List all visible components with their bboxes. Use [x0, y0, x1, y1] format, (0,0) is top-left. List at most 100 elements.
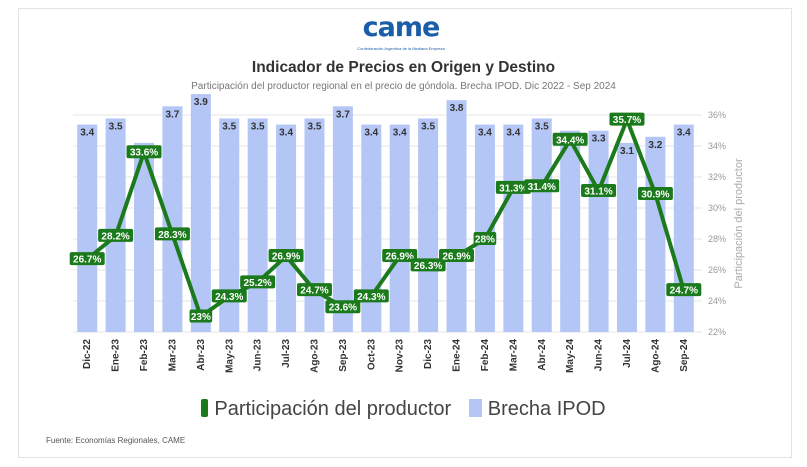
- x-tick-label: Abr-23: [196, 339, 207, 371]
- x-tick-label: May-24: [565, 339, 576, 373]
- point-label: 26.3%: [414, 261, 442, 272]
- bar[interactable]: [304, 118, 325, 333]
- y2-axis-title: Participación del productor: [733, 158, 745, 289]
- x-tick-label: Abr-24: [537, 339, 548, 371]
- bar[interactable]: [673, 124, 694, 332]
- point-label: 34.4%: [556, 135, 584, 146]
- bar[interactable]: [276, 124, 297, 332]
- x-tick-label: Sep-23: [338, 339, 349, 372]
- bar-value-label: 3.4: [364, 128, 378, 139]
- bar[interactable]: [247, 118, 268, 333]
- bar[interactable]: [474, 124, 495, 332]
- point-label: 28.2%: [101, 231, 129, 242]
- point-label: 23.6%: [329, 303, 357, 314]
- bar[interactable]: [616, 142, 637, 332]
- point-label-bg: [495, 180, 531, 194]
- x-tick-label: Nov-23: [395, 339, 406, 373]
- bar[interactable]: [190, 94, 211, 332]
- point-label-bg: [69, 252, 105, 266]
- bar[interactable]: [560, 130, 581, 332]
- legend-item-bar[interactable]: Brecha IPOD: [468, 398, 606, 421]
- y2-tick-label: 28%: [708, 234, 726, 244]
- y2-tick-label: 34%: [708, 141, 726, 151]
- x-tick-label: Mar-24: [508, 339, 519, 372]
- point-label: 24.3%: [357, 292, 385, 303]
- x-tick-label: Feb-23: [139, 339, 150, 372]
- source-note: Fuente: Economías Regionales, CAME: [46, 436, 186, 445]
- point-label-bg: [439, 249, 475, 263]
- legend-bar-label: Brecha IPOD: [487, 398, 606, 421]
- point-label-bg: [552, 132, 588, 146]
- logo-subtext: Confederación Argentina de la Mediana Em…: [357, 46, 445, 51]
- x-tick-label: Sep-24: [679, 339, 690, 372]
- bar[interactable]: [418, 118, 439, 333]
- y2-tick-label: 22%: [708, 327, 726, 337]
- bar[interactable]: [162, 106, 183, 332]
- point-label-bg: [189, 309, 213, 323]
- legend-line-swatch: [201, 399, 209, 418]
- legend-item-line[interactable]: Participación del productor: [201, 398, 451, 421]
- point-label: 25.2%: [243, 278, 271, 289]
- x-tick-label: Oct-23: [366, 339, 377, 371]
- bar-value-label: 3.4: [279, 128, 293, 139]
- point-label-bg: [637, 187, 673, 201]
- x-tick-label: Jul-23: [281, 339, 292, 368]
- bar[interactable]: [389, 124, 410, 332]
- x-tick-label: Feb-24: [480, 339, 491, 372]
- bar-value-label: 3.5: [251, 122, 265, 133]
- bar-value-label: 3.4: [677, 128, 691, 139]
- point-label: 28%: [475, 235, 495, 246]
- x-tick-label: Jun-23: [253, 339, 264, 372]
- x-tick-label: Jun-24: [594, 339, 605, 372]
- logo-text: came: [362, 12, 441, 43]
- y2-tick-label: 32%: [708, 172, 726, 182]
- bar[interactable]: [645, 136, 666, 332]
- x-tick-label: Ene-24: [452, 339, 463, 372]
- bar[interactable]: [588, 130, 609, 332]
- bar[interactable]: [332, 106, 353, 332]
- point-label: 26.7%: [73, 255, 101, 266]
- point-label-bg: [473, 232, 497, 245]
- bar[interactable]: [105, 118, 126, 333]
- point-label: 24.7%: [300, 286, 328, 297]
- point-label: 26.9%: [442, 252, 470, 263]
- bar-value-label: 3.2: [648, 140, 662, 151]
- series-line[interactable]: [85, 117, 686, 319]
- bar-value-label: 3.9: [194, 97, 208, 108]
- point-label-bg: [98, 228, 134, 242]
- bar[interactable]: [134, 142, 155, 332]
- point-label: 35.7%: [613, 115, 641, 126]
- legend-line-label: Participación del productor: [214, 398, 452, 421]
- x-tick-label: Ago-23: [309, 339, 320, 373]
- chart-subtitle: Participación del productor regional en …: [191, 81, 616, 92]
- bar-value-label: 3.4: [478, 128, 492, 139]
- x-tick-label: Ene-23: [111, 339, 122, 372]
- point-label: 26.9%: [272, 252, 300, 263]
- bar-value-label: 3.7: [336, 109, 350, 120]
- point-label-bg: [382, 249, 418, 263]
- bar[interactable]: [446, 100, 467, 332]
- bar-value-label: 3.7: [165, 109, 179, 120]
- bar[interactable]: [503, 124, 524, 332]
- bar-value-label: 3.5: [535, 122, 549, 133]
- x-tick-label: Mar-23: [167, 339, 178, 372]
- point-label-bg: [268, 249, 304, 263]
- point-label: 23%: [191, 312, 211, 323]
- point-label: 31.4%: [528, 182, 556, 193]
- point-label: 30.9%: [641, 190, 669, 201]
- point-label-bg: [240, 275, 276, 289]
- bar[interactable]: [219, 118, 240, 333]
- bar[interactable]: [77, 124, 98, 332]
- point-label: 24.7%: [670, 286, 698, 297]
- point-label: 33.6%: [130, 148, 158, 159]
- bar[interactable]: [531, 118, 552, 333]
- bar[interactable]: [361, 124, 382, 332]
- point-label: 28.3%: [158, 230, 186, 241]
- point-label-bg: [524, 179, 560, 193]
- x-tick-label: Ago-24: [650, 339, 661, 373]
- bar-value-label: 3.5: [308, 122, 322, 133]
- point-label-bg: [126, 145, 162, 159]
- came-logo: came Confederación Argentina de la Media…: [356, 10, 446, 58]
- chart-title: Indicador de Precios en Origen y Destino: [251, 59, 556, 76]
